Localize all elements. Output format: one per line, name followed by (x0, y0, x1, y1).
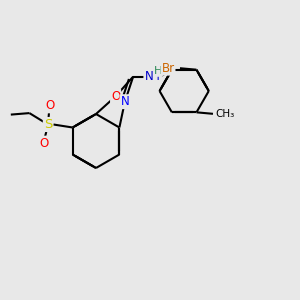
Text: O: O (45, 99, 54, 112)
Text: S: S (44, 118, 52, 131)
Text: N: N (145, 70, 153, 83)
Text: Br: Br (161, 62, 175, 75)
Text: CH₃: CH₃ (215, 109, 235, 119)
Text: O: O (111, 90, 120, 103)
Text: H: H (154, 66, 162, 76)
Text: N: N (121, 95, 129, 108)
Text: NH: NH (144, 72, 161, 82)
Text: O: O (39, 136, 48, 150)
